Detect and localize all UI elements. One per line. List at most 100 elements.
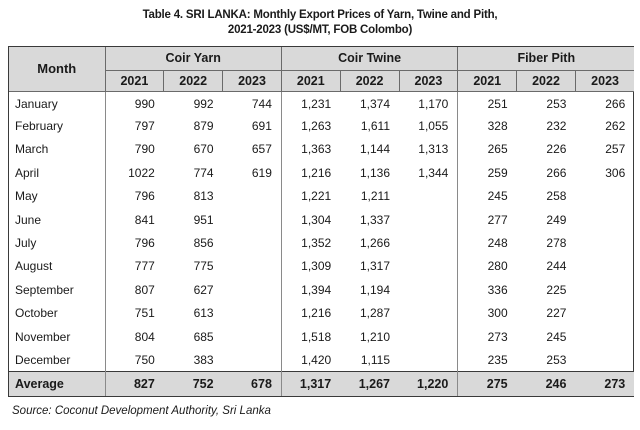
value-cell: 1022 <box>128 165 155 180</box>
value-cell <box>222 278 282 302</box>
average-cell: 273 <box>575 371 635 396</box>
value-cell: 245 <box>546 329 567 344</box>
value-cell <box>575 208 634 231</box>
value-cell: 777 <box>134 259 155 274</box>
value-cell: 278 <box>546 236 567 251</box>
value-cell: 841 <box>134 212 155 227</box>
value-cell: 1,420 <box>301 352 332 367</box>
value-cell: 685 <box>193 329 214 344</box>
value-cell: 1,115 <box>360 352 390 367</box>
value-cell: 856 <box>193 236 214 251</box>
value-cell: 951 <box>193 212 214 227</box>
value-cell: 657 <box>222 137 282 162</box>
value-cell: 280 <box>487 259 508 274</box>
table-body: January 990 992 744 1,231 1,374 1,170 251 253 266… <box>9 91 634 372</box>
value-cell: 1,344 <box>399 161 459 185</box>
header-year-row: 2021 2022 2023 2021 2022 2023 2021 2022 … <box>9 70 635 92</box>
fiber-pith-header: Fiber Pith <box>457 47 635 71</box>
value-cell <box>222 324 282 349</box>
value-cell: 775 <box>193 259 214 274</box>
value-cell <box>399 207 459 232</box>
value-cell: 248 <box>487 236 508 251</box>
value-cell: 266 <box>605 97 626 112</box>
value-cell: 1,317 <box>359 259 390 274</box>
export-prices-table: Month Coir Yarn Coir Twine Fiber Pith 20… <box>8 46 635 397</box>
value-cell: 1,170 <box>399 91 459 115</box>
value-cell <box>575 231 634 254</box>
month-cell: July <box>9 231 106 255</box>
table-row: February 797 879 691 1,263 1,611 1,055 328 232 26… <box>9 114 634 138</box>
value-cell: 251 <box>487 97 508 112</box>
value-cell: 1,304 <box>301 212 332 227</box>
value-cell <box>222 207 282 232</box>
month-cell: August <box>9 254 106 279</box>
value-cell: 744 <box>222 91 282 115</box>
value-cell: 1,216 <box>301 306 332 321</box>
month-cell: September <box>9 278 106 302</box>
value-cell <box>575 302 634 325</box>
value-cell: 273 <box>487 329 508 344</box>
table-title-line-2: 2021-2023 (US$/MT, FOB Colombo) <box>227 24 413 36</box>
table-row: November 804 685 1,518 1,210 273 245 <box>9 324 634 349</box>
value-cell: 235 <box>487 352 508 367</box>
value-cell: 265 <box>487 142 508 157</box>
table-header: Month Coir Yarn Coir Twine Fiber Pith 20… <box>9 47 635 92</box>
value-cell: 796 <box>134 189 155 204</box>
value-cell <box>222 254 282 279</box>
data-table: Month Coir Yarn Coir Twine Fiber Pith 20… <box>9 47 635 396</box>
month-cell: February <box>9 114 106 138</box>
average-cell: 246 <box>516 371 576 396</box>
value-cell: 1,266 <box>359 236 390 251</box>
value-cell <box>222 231 282 255</box>
value-cell: 750 <box>134 352 155 367</box>
value-cell: 1,216 <box>301 165 332 180</box>
value-cell <box>575 185 634 208</box>
table-row: January 990 992 744 1,231 1,374 1,170 251 253 266 <box>9 91 634 115</box>
table-row: June 841 951 1,304 1,337 277 249 <box>9 207 634 232</box>
value-cell: 1,211 <box>360 189 390 204</box>
value-cell: 306 <box>605 165 626 180</box>
value-cell: 813 <box>193 189 214 204</box>
value-cell: 751 <box>134 306 155 321</box>
value-cell: 1,309 <box>301 259 332 274</box>
table-row: December 750 383 1,420 1,115 235 253 <box>9 348 634 372</box>
average-cell: 678 <box>222 371 282 396</box>
value-cell: 1,313 <box>399 137 459 162</box>
table-row: May 796 813 1,221 1,211 245 258 <box>9 184 634 208</box>
value-cell: 277 <box>487 212 508 227</box>
year-header: 2022 <box>340 70 400 92</box>
value-cell <box>575 325 634 348</box>
average-cell: 1,220 <box>399 371 459 396</box>
average-label: Average <box>9 371 106 396</box>
value-cell: 227 <box>546 306 567 321</box>
value-cell: 232 <box>546 119 567 134</box>
value-cell: 627 <box>193 282 214 297</box>
coir-yarn-header: Coir Yarn <box>105 47 282 71</box>
value-cell: 262 <box>605 119 626 134</box>
value-cell: 774 <box>193 165 214 180</box>
month-cell: November <box>9 324 106 349</box>
average-cell: 275 <box>457 371 517 396</box>
value-cell: 990 <box>134 97 155 112</box>
average-cell: 1,267 <box>340 371 399 396</box>
value-cell: 1,210 <box>359 329 390 344</box>
value-cell: 804 <box>134 329 155 344</box>
value-cell <box>399 278 459 302</box>
year-header: 2023 <box>222 70 282 92</box>
value-cell: 1,055 <box>399 114 459 138</box>
coir-twine-header: Coir Twine <box>281 47 459 71</box>
value-cell: 1,352 <box>301 236 332 251</box>
value-cell: 300 <box>487 306 508 321</box>
value-cell <box>575 255 634 278</box>
year-header: 2022 <box>516 70 576 92</box>
value-cell <box>399 231 459 255</box>
value-cell: 257 <box>605 142 626 157</box>
month-cell: March <box>9 137 106 162</box>
value-cell: 670 <box>193 142 214 157</box>
value-cell: 1,611 <box>360 119 390 134</box>
value-cell: 1,518 <box>301 329 332 344</box>
value-cell: 1,394 <box>301 282 332 297</box>
value-cell: 266 <box>546 165 567 180</box>
value-cell: 807 <box>134 282 155 297</box>
